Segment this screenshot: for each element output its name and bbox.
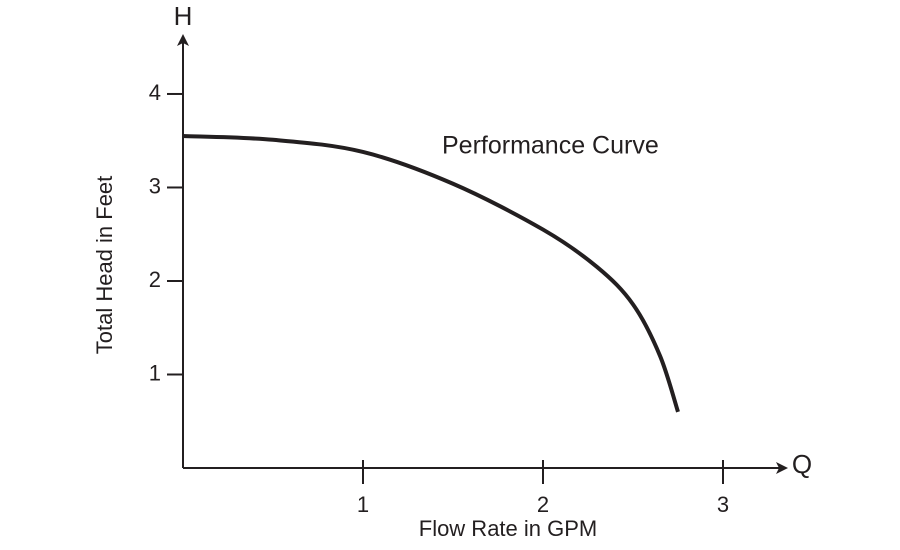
y-axis-symbol: H xyxy=(174,1,193,31)
x-tick-label: 2 xyxy=(537,492,549,517)
performance-curve xyxy=(182,134,680,413)
y-tick-label: 4 xyxy=(149,80,161,105)
y-tick-label: 3 xyxy=(149,173,161,198)
y-tick-label: 2 xyxy=(149,267,161,292)
annotation: Performance Curve xyxy=(442,132,659,160)
y-tick-label: 1 xyxy=(149,360,161,385)
y-axis-label: Total Head in Feet xyxy=(92,176,117,355)
x-tick-label: 1 xyxy=(357,492,369,517)
x-axis-symbol: Q xyxy=(792,449,812,479)
x-axis-label: Flow Rate in GPM xyxy=(419,516,598,541)
x-tick-label: 3 xyxy=(717,492,729,517)
